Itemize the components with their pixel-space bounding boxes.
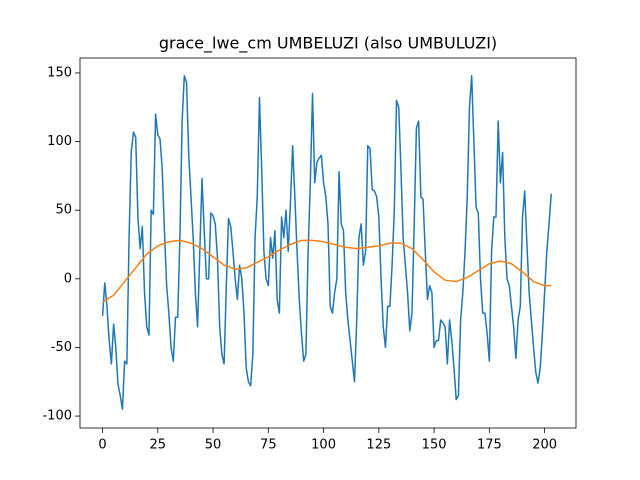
y-tick-label: 50 (55, 203, 72, 218)
x-tick-label: 175 (477, 438, 502, 453)
x-tick-label: 0 (98, 438, 106, 453)
y-tick-label: 0 (64, 271, 72, 286)
x-tick-label: 50 (205, 438, 222, 453)
x-tick-label: 200 (532, 438, 557, 453)
data-line (101, 74, 552, 410)
plot-frame (79, 57, 577, 429)
x-tick-label: 150 (422, 438, 447, 453)
x-tick-label: 75 (260, 438, 277, 453)
data-line (102, 239, 552, 303)
y-tick-label: -100 (42, 409, 72, 424)
x-tick-label: 100 (311, 438, 336, 453)
y-tick-label: 150 (47, 65, 72, 80)
y-tick-label: -50 (51, 340, 72, 355)
x-tick-label: 25 (150, 438, 167, 453)
chart-title: grace_lwe_cm UMBELUZI (also UMBULUZI) (159, 34, 497, 54)
x-tick-label: 125 (366, 438, 391, 453)
y-tick-label: 100 (47, 134, 72, 149)
